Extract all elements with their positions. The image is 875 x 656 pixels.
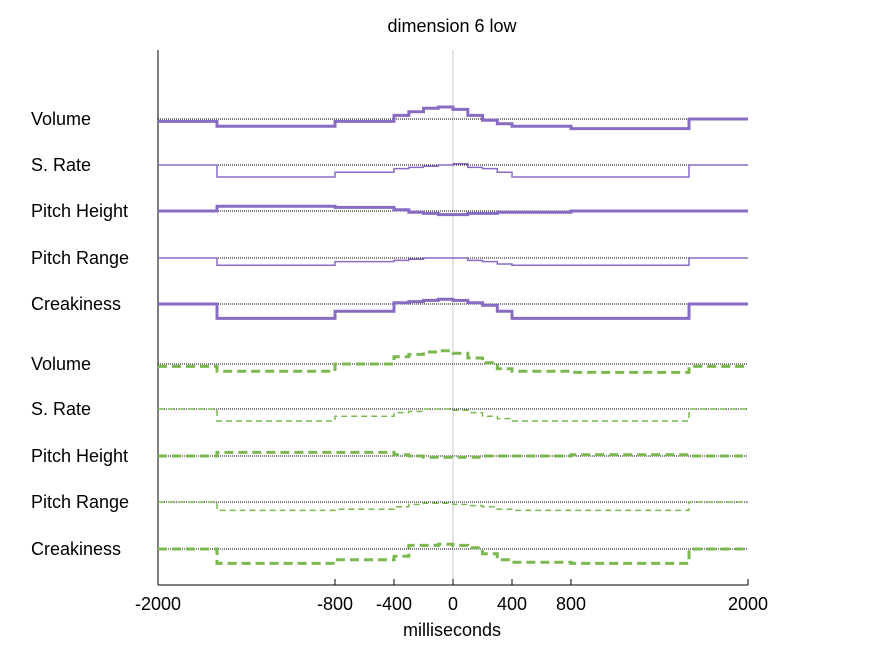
series-row-purple-volume: Volume	[31, 105, 748, 131]
series-row-purple-pitch-height: Pitch Height	[31, 201, 748, 221]
series-row-purple-s-rate: S. Rate	[31, 155, 748, 178]
x-tick-label: 800	[556, 594, 586, 614]
x-tick-label: 0	[448, 594, 458, 614]
x-tick-label: -400	[376, 594, 412, 614]
row-label: Volume	[31, 354, 91, 374]
row-label: Pitch Range	[31, 492, 129, 512]
x-tick-label: -800	[317, 594, 353, 614]
row-label: Pitch Range	[31, 248, 129, 268]
row-label: Creakiness	[31, 294, 121, 314]
x-axis-label: milliseconds	[403, 620, 501, 640]
x-tick-label: 2000	[728, 594, 768, 614]
series-line	[158, 297, 748, 320]
row-label: Creakiness	[31, 539, 121, 559]
series-line	[158, 501, 748, 512]
series-row-green-pitch-range: Pitch Range	[31, 492, 748, 512]
series-line	[158, 542, 748, 565]
series-row-green-creakiness: Creakiness	[31, 539, 748, 565]
series-row-green-volume: Volume	[31, 349, 748, 374]
series-layer: Volume S. Rate Pitch Height Pitch Range Crea…	[31, 105, 748, 565]
row-label: S. Rate	[31, 155, 91, 175]
chart-title: dimension 6 low	[387, 16, 517, 36]
x-tick-label: 400	[497, 594, 527, 614]
series-row-green-pitch-height: Pitch Height	[31, 446, 748, 466]
series-line	[158, 257, 748, 266]
row-label: Pitch Height	[31, 201, 128, 221]
row-label: Volume	[31, 109, 91, 129]
series-line	[158, 408, 748, 422]
series-line	[158, 163, 748, 178]
series-row-purple-creakiness: Creakiness	[31, 294, 748, 320]
x-ticks: -2000 -800 -400 0 400 800 2000	[135, 579, 768, 614]
series-line	[158, 349, 748, 374]
series-line	[158, 105, 748, 131]
row-label: S. Rate	[31, 399, 91, 419]
row-label: Pitch Height	[31, 446, 128, 466]
series-row-green-s-rate: S. Rate	[31, 399, 748, 422]
series-row-purple-pitch-range: Pitch Range	[31, 248, 748, 268]
series-line	[158, 204, 748, 217]
x-tick-label: -2000	[135, 594, 181, 614]
series-line	[158, 450, 748, 459]
